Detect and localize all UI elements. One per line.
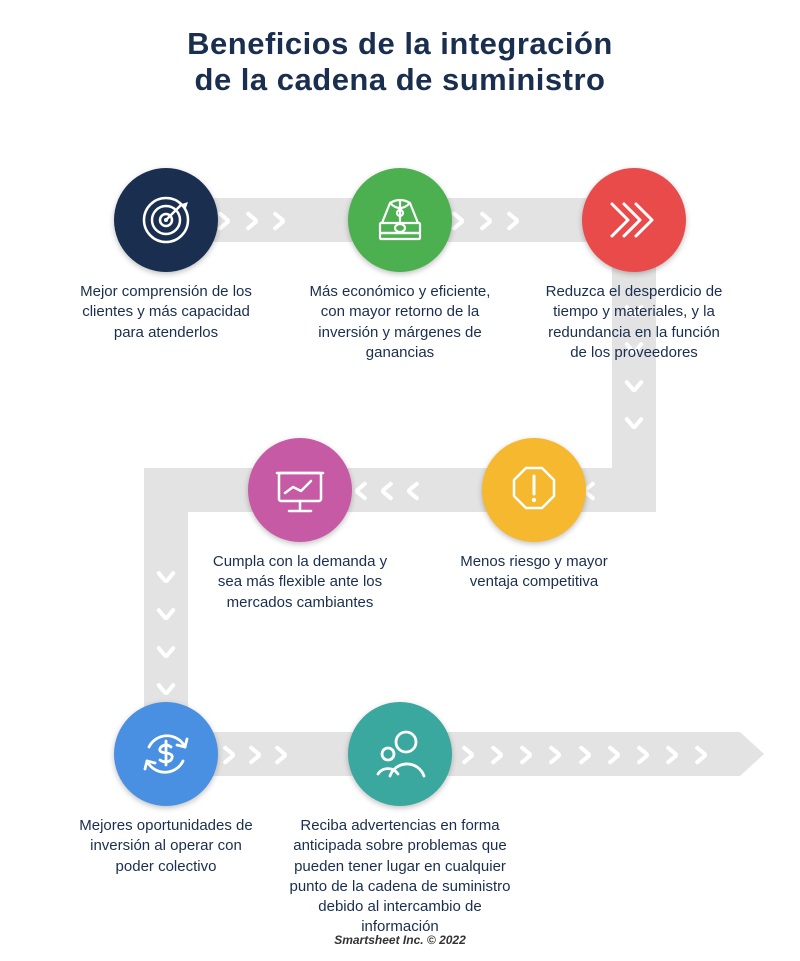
node-people: Reciba advertencias en forma anticipada … xyxy=(280,702,520,938)
chevrons-vl xyxy=(151,564,181,694)
diagram-stage: Mejor comprensión de los clientes y más … xyxy=(0,0,800,961)
footer-copyright: Smartsheet Inc. © 2022 xyxy=(0,933,800,947)
path-arrowhead xyxy=(740,732,764,776)
node-label: Mejores oportunidades de inversión al op… xyxy=(66,816,266,877)
node-label: Mejor comprensión de los clientes y más … xyxy=(66,282,266,343)
dollar-cycle-icon xyxy=(114,702,218,806)
node-alert: Menos riesgo y mayor ventaja competitiva xyxy=(434,438,634,593)
node-money: Más económico y eficiente, con mayor ret… xyxy=(300,168,500,363)
node-label: Cumpla con la demanda y sea más flexible… xyxy=(200,552,400,613)
node-label: Más económico y eficiente, con mayor ret… xyxy=(300,282,500,363)
chart-icon xyxy=(248,438,352,542)
node-forward: Reduzca el desperdicio de tiempo y mater… xyxy=(534,168,734,363)
forward-icon xyxy=(582,168,686,272)
node-label: Reciba advertencias en forma anticipada … xyxy=(280,816,520,938)
people-icon xyxy=(348,702,452,806)
node-dollar: Mejores oportunidades de inversión al op… xyxy=(66,702,266,877)
node-chart: Cumpla con la demanda y sea más flexible… xyxy=(200,438,400,613)
node-label: Reduzca el desperdicio de tiempo y mater… xyxy=(534,282,734,363)
target-icon xyxy=(114,168,218,272)
alert-icon xyxy=(482,438,586,542)
node-label: Menos riesgo y mayor ventaja competitiva xyxy=(434,552,634,593)
money-icon xyxy=(348,168,452,272)
node-target: Mejor comprensión de los clientes y más … xyxy=(66,168,266,343)
